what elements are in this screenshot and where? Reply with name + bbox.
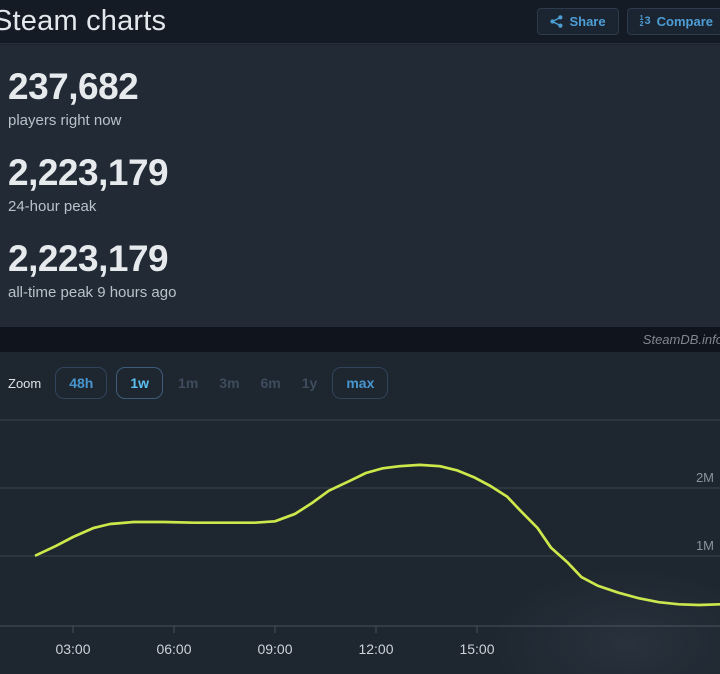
alltime-peak-value: 2,223,179 [8, 238, 169, 279]
x-axis-tick-label: 09:00 [257, 641, 292, 657]
zoom-button-max[interactable]: max [332, 367, 389, 399]
stat-alltime-peak: 2,223,179 all-time peak 9 hours ago [8, 236, 720, 303]
compare-button-label: Compare [656, 14, 713, 29]
x-axis-tick-label: 15:00 [459, 641, 494, 657]
zoom-controls: Zoom 48h 1w 1m 3m 6m 1y max [8, 367, 389, 399]
y-axis-label: 2M [696, 470, 714, 485]
y-axis-label: 1M [696, 538, 714, 553]
alltime-peak-label: all-time peak 9 hours ago [8, 284, 177, 301]
x-axis-tick-label: 12:00 [358, 641, 393, 657]
player-count-line[interactable] [34, 463, 720, 607]
zoom-button-1w[interactable]: 1w [116, 367, 164, 399]
zoom-button-48h[interactable]: 48h [55, 367, 108, 399]
share-button-label: Share [569, 14, 606, 29]
share-button[interactable]: Share [537, 8, 619, 35]
zoom-button-3m: 3m [213, 367, 245, 399]
peak-24h-label: 24-hour peak [8, 198, 97, 215]
players-now-value: 237,682 [8, 66, 139, 107]
stat-players-now: 237,682 players right now [8, 64, 720, 131]
stats-panel: 237,682 players right now 2,223,179 24-h… [0, 45, 720, 327]
steamdb-watermark: SteamDB.info [642, 332, 720, 347]
share-icon [550, 15, 563, 28]
zoom-button-6m: 6m [255, 367, 287, 399]
stat-24h-peak: 2,223,179 24-hour peak [8, 150, 720, 217]
zoom-button-1m: 1m [172, 367, 204, 399]
x-axis-tick-label: 06:00 [156, 641, 191, 657]
page-title: Steam charts [0, 5, 167, 37]
chart-section: Zoom 48h 1w 1m 3m 6m 1y max 2M 1M 03:00 06:… [0, 352, 720, 674]
player-chart[interactable]: 2M 1M 03:00 06:00 09:00 12:00 15:00 [0, 352, 720, 674]
peak-24h-value: 2,223,179 [8, 152, 169, 193]
x-axis-tick-label: 03:00 [55, 641, 90, 657]
players-now-label: players right now [8, 112, 122, 129]
divider-strip: SteamDB.info [0, 327, 720, 352]
zoom-label: Zoom [8, 375, 42, 391]
zoom-button-1y: 1y [296, 367, 324, 399]
